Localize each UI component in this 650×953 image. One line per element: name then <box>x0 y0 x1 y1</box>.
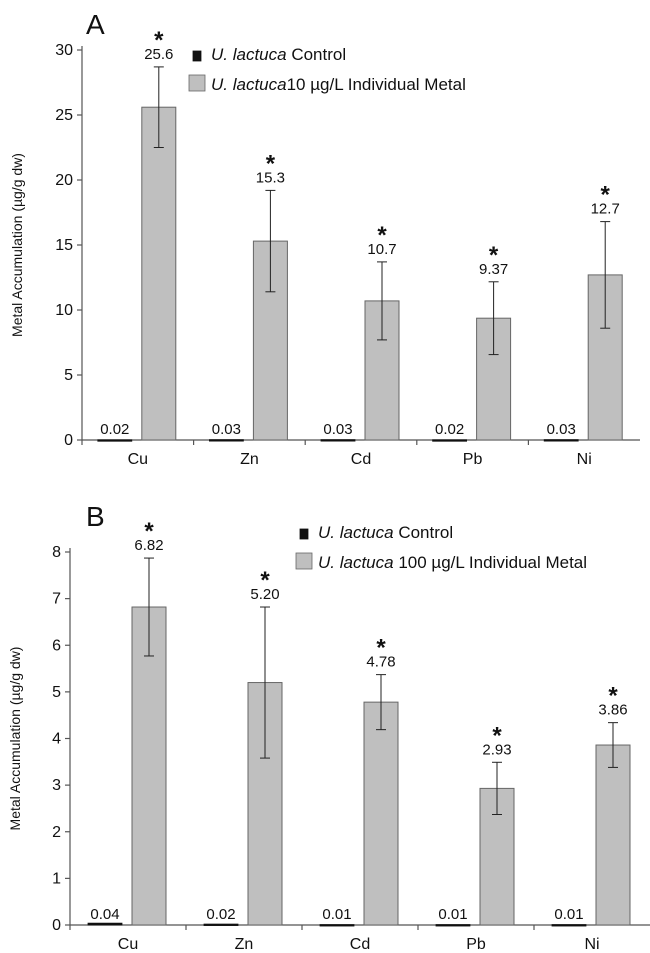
y-tick-label: 20 <box>55 172 73 189</box>
significance-star: * <box>489 242 499 269</box>
data-label-treatment: 25.6 <box>144 46 173 63</box>
bar-control <box>319 924 355 927</box>
bar-treatment <box>131 606 167 926</box>
bar-control <box>543 439 579 442</box>
bar-control <box>432 439 468 442</box>
chart-panel-a: A Metal Accumulation (µg/g dw) 0 5 10 15 20 25 3… <box>9 9 640 468</box>
legend-swatch <box>188 74 206 92</box>
legend-label: U. lactuca Control <box>318 523 453 542</box>
data-label-treatment: 5.20 <box>250 586 279 603</box>
y-tick-label: 1 <box>52 870 61 887</box>
y-tick-label: 25 <box>55 107 73 124</box>
y-tick-label: 6 <box>52 637 61 654</box>
data-label-control: 0.02 <box>206 906 235 923</box>
legend-swatch <box>299 528 309 540</box>
data-label-control: 0.03 <box>547 421 576 438</box>
legend-swatch <box>295 552 313 570</box>
data-label-control: 0.01 <box>322 906 351 923</box>
x-tick-label: Ni <box>584 936 599 953</box>
bar-control <box>435 924 471 927</box>
data-label-control: 0.03 <box>212 421 241 438</box>
y-tick-label: 2 <box>52 824 61 841</box>
data-label-control: 0.01 <box>438 906 467 923</box>
x-tick-label: Zn <box>240 451 259 468</box>
x-tick-label: Cd <box>351 451 371 468</box>
data-label-control: 0.02 <box>100 421 129 438</box>
data-label-control: 0.01 <box>554 906 583 923</box>
y-tick-label: 15 <box>55 237 73 254</box>
bar-control <box>551 924 587 927</box>
data-label-treatment: 12.7 <box>591 201 620 218</box>
data-label-treatment: 9.37 <box>479 261 508 278</box>
x-tick-label: Cu <box>118 936 138 953</box>
y-axis-label: Metal Accumulation (µg/g dw) <box>9 153 25 337</box>
y-tick-label: 5 <box>64 367 73 384</box>
legend-item-control: U. lactuca Control <box>192 45 346 64</box>
y-tick-label: 10 <box>55 302 73 319</box>
data-label-treatment: 2.93 <box>482 741 511 758</box>
y-tick-label: 3 <box>52 777 61 794</box>
legend-label: U. lactuca Control <box>211 45 346 64</box>
panel-letter: B <box>86 501 105 532</box>
data-label-treatment: 3.86 <box>598 702 627 719</box>
bar-treatment <box>363 701 399 926</box>
significance-star: * <box>266 150 276 177</box>
legend-item-treatment: U. lactuca10 µg/L Individual Metal <box>188 74 466 94</box>
data-label-treatment: 15.3 <box>256 169 285 186</box>
data-label-control: 0.02 <box>435 421 464 438</box>
significance-star: * <box>601 182 611 209</box>
legend-item-treatment: U. lactuca 100 µg/L Individual Metal <box>295 552 587 572</box>
y-tick-label: 8 <box>52 544 61 561</box>
bar-treatment <box>141 106 177 441</box>
data-label-control: 0.04 <box>90 906 119 923</box>
bar-treatment <box>595 744 631 926</box>
significance-star: * <box>492 722 502 749</box>
significance-star: * <box>376 635 386 662</box>
x-tick-label: Ni <box>577 451 592 468</box>
x-tick-label: Cu <box>128 451 148 468</box>
y-tick-label: 5 <box>52 684 61 701</box>
panel-letter: A <box>86 9 105 40</box>
y-axis-label: Metal Accumulation (µg/g dw) <box>7 647 23 831</box>
significance-star: * <box>144 518 154 545</box>
bar-control <box>320 439 356 442</box>
bar-control <box>208 439 244 442</box>
bar-control <box>97 439 133 442</box>
significance-star: * <box>377 222 387 249</box>
y-tick-label: 0 <box>52 917 61 934</box>
bar-control <box>87 922 123 926</box>
legend-label: U. lactuca 100 µg/L Individual Metal <box>318 553 587 572</box>
legend-label: U. lactuca10 µg/L Individual Metal <box>211 75 466 94</box>
x-tick-label: Cd <box>350 936 370 953</box>
significance-star: * <box>260 567 270 594</box>
legend-item-control: U. lactuca Control <box>299 523 453 542</box>
chart-panel-b: B Metal Accumulation (µg/g dw) 0 1 2 3 4 5 6 7 8 Cu… <box>7 501 650 953</box>
data-label-treatment: 6.82 <box>134 537 163 554</box>
y-tick-label: 4 <box>52 731 61 748</box>
x-tick-label: Pb <box>466 936 486 953</box>
x-tick-label: Pb <box>463 451 483 468</box>
y-tick-label: 7 <box>52 591 61 608</box>
data-label-control: 0.03 <box>323 421 352 438</box>
significance-star: * <box>154 27 164 54</box>
y-tick-label: 0 <box>64 432 73 449</box>
y-tick-label: 30 <box>55 42 73 59</box>
data-label-treatment: 4.78 <box>366 654 395 671</box>
significance-star: * <box>608 683 618 710</box>
data-label-treatment: 10.7 <box>367 241 396 258</box>
x-tick-label: Zn <box>235 936 254 953</box>
bar-control <box>203 923 239 926</box>
legend-swatch <box>192 50 202 62</box>
